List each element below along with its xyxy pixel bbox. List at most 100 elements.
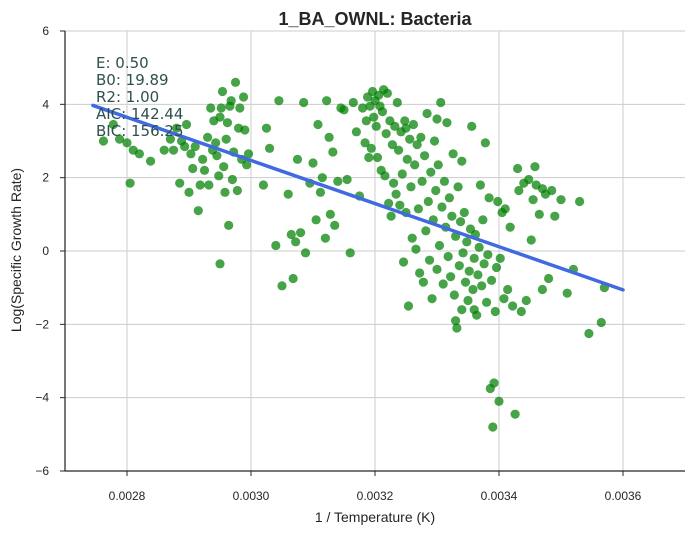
data-point	[221, 134, 231, 144]
data-point	[291, 237, 301, 247]
data-point	[427, 294, 437, 304]
data-point	[240, 125, 250, 135]
data-point	[467, 121, 477, 131]
data-point	[452, 323, 462, 333]
x-tick-label: 0.0028	[109, 489, 146, 503]
data-point	[503, 284, 513, 295]
data-point	[339, 105, 349, 115]
data-point	[145, 156, 156, 166]
data-point	[438, 279, 448, 289]
y-tick-label: 2	[42, 171, 49, 185]
data-point	[348, 97, 358, 108]
data-point	[491, 262, 502, 273]
data-point	[206, 103, 216, 113]
data-point	[382, 88, 392, 98]
data-point	[584, 328, 594, 339]
data-point	[392, 97, 402, 108]
y-tick-label: −2	[35, 317, 49, 331]
data-point	[489, 378, 499, 388]
data-point	[547, 185, 557, 196]
data-point	[486, 275, 497, 285]
data-point	[175, 178, 185, 188]
data-point	[422, 108, 432, 119]
data-point	[413, 204, 423, 214]
data-point	[184, 187, 194, 197]
data-point	[274, 96, 284, 106]
data-point	[317, 173, 327, 183]
data-point	[328, 147, 338, 157]
data-point	[426, 167, 436, 177]
data-point	[292, 154, 303, 164]
data-point	[230, 77, 241, 87]
data-point	[238, 92, 249, 102]
data-point	[421, 226, 431, 236]
data-point	[459, 207, 469, 218]
data-point	[468, 284, 478, 295]
y-tick-label: −6	[35, 464, 49, 478]
data-point	[416, 132, 426, 142]
data-point	[186, 149, 196, 159]
data-point	[596, 317, 606, 328]
data-point	[345, 248, 355, 258]
y-tick-label: −4	[35, 391, 49, 405]
data-point	[286, 229, 296, 240]
data-point	[439, 176, 450, 186]
data-point	[408, 119, 419, 130]
data-point	[449, 290, 459, 300]
data-point	[457, 305, 467, 315]
data-point	[330, 220, 340, 230]
data-point	[494, 396, 504, 406]
data-point	[320, 233, 330, 243]
data-point	[513, 163, 523, 174]
data-point	[325, 209, 335, 219]
data-point	[510, 409, 520, 419]
data-point	[418, 277, 428, 287]
data-point	[243, 149, 254, 159]
data-point	[114, 134, 125, 144]
data-point	[407, 233, 417, 243]
data-point	[479, 259, 489, 269]
data-point	[168, 145, 179, 155]
data-point	[437, 202, 447, 212]
data-point	[488, 422, 498, 432]
axes	[60, 30, 685, 476]
data-point	[436, 97, 446, 108]
data-point	[484, 193, 494, 203]
data-point	[342, 174, 352, 185]
data-point	[534, 209, 544, 219]
data-point	[216, 103, 226, 113]
data-point	[446, 272, 456, 282]
data-point	[508, 301, 518, 311]
data-points	[98, 77, 610, 432]
fit-line-group	[91, 103, 625, 292]
data-point	[215, 259, 225, 269]
data-point	[444, 193, 454, 203]
fit-line	[91, 103, 625, 292]
data-point	[495, 253, 505, 263]
data-point	[391, 189, 401, 199]
data-point	[464, 266, 474, 276]
data-point	[412, 140, 422, 150]
data-point	[530, 162, 540, 172]
fit-statistics: E: 0.50 B0: 19.89 R2: 1.00 AIC: 142.44 B…	[96, 54, 184, 140]
y-tick-label: 4	[42, 97, 49, 111]
data-point	[432, 264, 442, 274]
data-point	[369, 112, 379, 122]
stat-e: E: 0.50	[96, 54, 149, 72]
data-point	[180, 141, 190, 152]
data-point	[462, 237, 472, 247]
data-point	[455, 217, 466, 227]
data-point	[528, 195, 538, 205]
data-point	[403, 301, 414, 311]
y-axis-label: Log(Specific Growth Rate)	[8, 168, 24, 332]
data-point	[415, 268, 425, 278]
data-point	[434, 240, 445, 251]
data-point	[224, 220, 234, 230]
data-point	[222, 118, 233, 128]
data-point	[277, 281, 287, 291]
data-point	[351, 127, 361, 137]
stat-r2: R2: 1.00	[96, 88, 159, 106]
data-point	[235, 103, 245, 113]
data-point	[482, 297, 492, 307]
data-point	[411, 244, 421, 254]
